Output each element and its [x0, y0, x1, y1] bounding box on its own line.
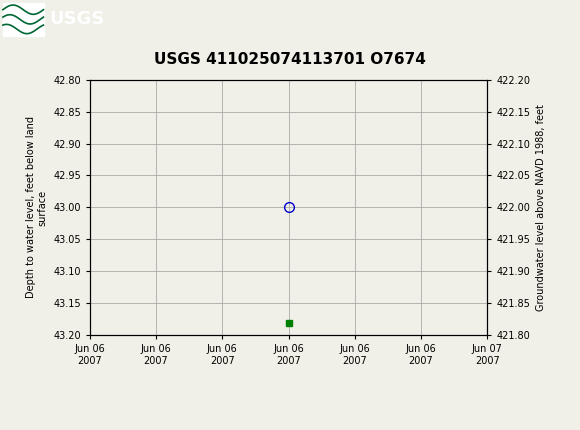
Text: USGS: USGS [49, 10, 104, 28]
Text: USGS 411025074113701 O7674: USGS 411025074113701 O7674 [154, 52, 426, 67]
Y-axis label: Depth to water level, feet below land
surface: Depth to water level, feet below land su… [26, 117, 48, 298]
FancyBboxPatch shape [3, 3, 43, 36]
Y-axis label: Groundwater level above NAVD 1988, feet: Groundwater level above NAVD 1988, feet [536, 104, 546, 311]
